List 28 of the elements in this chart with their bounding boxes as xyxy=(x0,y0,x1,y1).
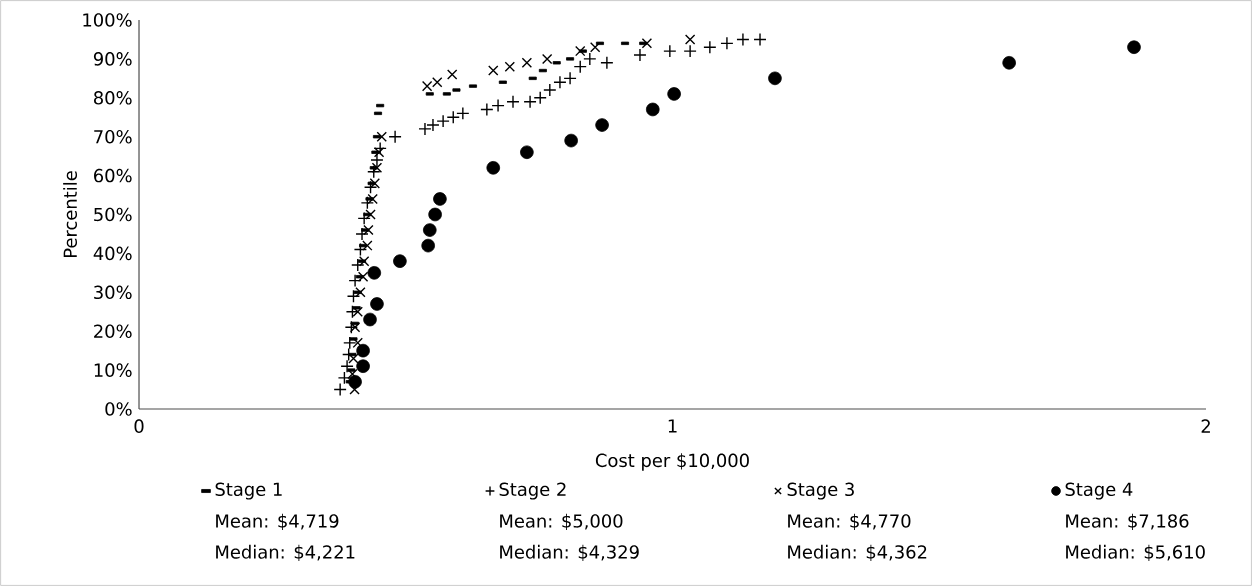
text: Mean: $4,770 xyxy=(788,513,911,531)
text: Median: $5,610 xyxy=(1066,544,1205,562)
text: Mean: $5,000 xyxy=(500,513,623,531)
text: Mean: $4,719 xyxy=(216,513,339,531)
legend-label: Stage 3 xyxy=(787,482,854,500)
text: Median: $4,329 xyxy=(500,544,639,562)
y-tick-label: 10% xyxy=(94,363,132,377)
y-tick-label: 0% xyxy=(105,402,132,416)
y-tick-label: 30% xyxy=(94,285,132,300)
y-tick-label: 70% xyxy=(94,129,132,144)
y-tick-label: 40% xyxy=(93,246,132,261)
text: Median: $4,362 xyxy=(788,544,927,562)
text: Median: $4,221 xyxy=(216,544,355,562)
y-tick-label: 100% xyxy=(83,13,132,27)
x-tick-label: 2 xyxy=(1201,419,1210,433)
y-axis-title: Percentile xyxy=(63,171,78,257)
x-axis-title: Cost per $10,000 xyxy=(595,453,749,471)
x-tick-label: 0 xyxy=(134,419,144,433)
y-tick-label: 90% xyxy=(93,52,132,66)
y-tick-label: 50% xyxy=(94,207,132,222)
x-tick-label: 1 xyxy=(668,419,677,433)
y-tick-label: 80% xyxy=(94,91,132,105)
text: Mean: $7,186 xyxy=(1066,513,1189,531)
legend-label: Stage 1 xyxy=(215,482,282,500)
y-tick-label: 20% xyxy=(94,324,132,338)
y-tick-label: 60% xyxy=(94,168,132,183)
legend-label: Stage 4 xyxy=(1065,482,1133,500)
legend-label: Stage 2 xyxy=(499,482,566,500)
